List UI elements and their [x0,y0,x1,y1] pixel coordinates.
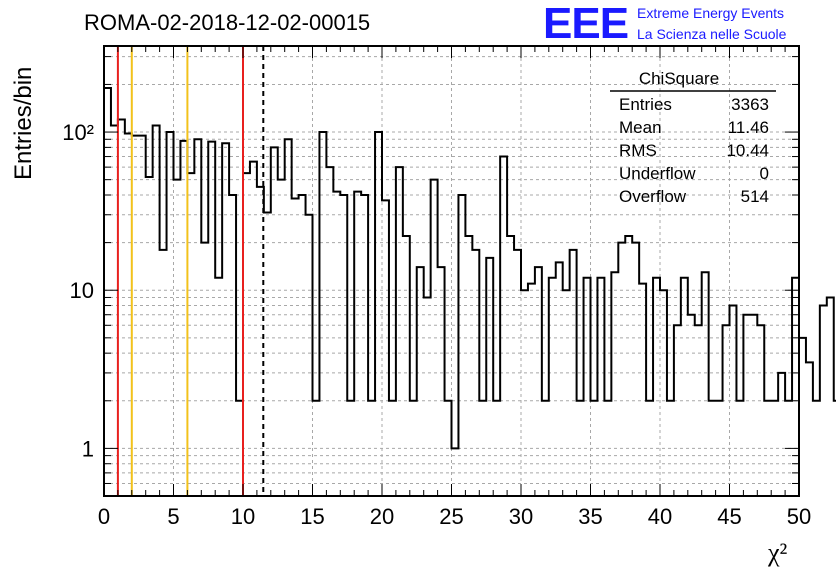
x-tick-label: 35 [578,504,602,529]
x-tick-label: 40 [648,504,672,529]
stats-row-label: Underflow [619,164,696,183]
chart-title: ROMA-02-2018-12-02-00015 [84,10,371,35]
stats-row-label: Entries [619,95,672,114]
stats-row-value: 3363 [731,95,769,114]
x-tick-label: 30 [509,504,533,529]
y-axis-label: Entries/bin [10,66,37,180]
logo-line-1: Extreme Energy Events [637,5,785,21]
plot-frame [103,45,800,497]
stats-row-label: Mean [619,118,662,137]
x-tick-label: 50 [787,504,811,529]
x-tick-label: 20 [370,504,394,529]
stats-row-value: 10.44 [726,141,769,160]
stats-row-value: 11.46 [728,118,769,137]
eee-logo: EEE [543,0,629,48]
x-tick-label: 15 [300,504,324,529]
x-axis-label: χ² [768,538,788,567]
stats-box-name: ChiSquare [639,69,719,88]
logo-line-2: La Scienza nelle Scuole [637,26,787,42]
stats-row-value: 0 [760,164,769,183]
x-tick-label: 45 [717,504,741,529]
stats-row-value: 514 [741,187,769,206]
stats-row-label: RMS [619,141,657,160]
x-tick-label: 25 [439,504,463,529]
x-tick-label: 0 [98,504,110,529]
histogram-bars [103,86,836,496]
x-tick-label: 5 [167,504,179,529]
x-tick-label: 10 [231,504,255,529]
y-tick-label: 10² [62,120,94,145]
stats-row-label: Overflow [619,187,687,206]
y-tick-label: 10 [70,278,94,303]
y-tick-label: 1 [82,436,94,461]
